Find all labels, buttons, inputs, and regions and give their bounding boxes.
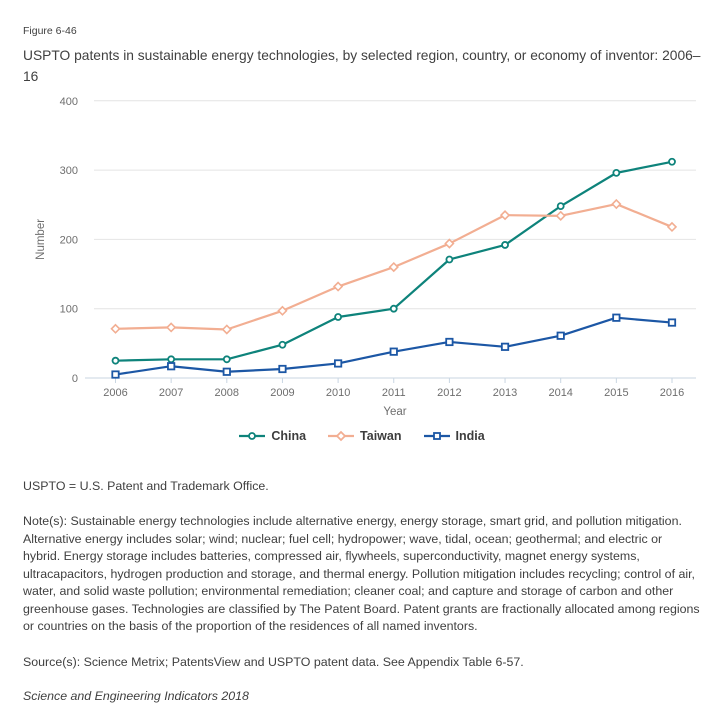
data-point-china-2011	[389, 304, 398, 313]
data-point-china-2007	[167, 355, 176, 364]
data-point-india-2014	[556, 331, 565, 340]
series-line-china	[114, 160, 674, 362]
data-point-taiwan-2009	[277, 305, 288, 316]
x-axis-tick-label: 2014	[548, 387, 572, 399]
x-axis-tick-label: 2007	[159, 387, 183, 399]
x-axis-tick-label: 2013	[493, 387, 517, 399]
data-point-taiwan-2014	[555, 210, 566, 221]
x-axis-tick-label: 2012	[437, 387, 461, 399]
legend-item-china: China	[239, 429, 306, 443]
legend-marker-diamond-icon	[328, 430, 355, 442]
line-chart: 0 100 200 300 400 2006 2007 2008 2009 2010 2011 201…	[0, 88, 724, 420]
data-point-india-2015	[612, 313, 621, 322]
data-point-taiwan-2007	[166, 322, 177, 333]
x-axis-tick-label: 2015	[604, 387, 628, 399]
data-point-taiwan-2011	[388, 261, 399, 273]
legend-item-taiwan: Taiwan	[328, 428, 402, 443]
data-point-india-2016	[667, 318, 677, 327]
series-line-india	[114, 316, 674, 376]
data-point-taiwan-2015	[611, 198, 622, 210]
chart-canvas: 0 100 200 300 400 2006 2007 2008 2009 2010 2011 201…	[35, 96, 696, 418]
data-point-china-2015	[612, 168, 621, 177]
y-axis-tick-label: 400	[60, 96, 78, 108]
data-point-taiwan-2010	[332, 281, 344, 292]
x-axis-tick-label: 2009	[270, 387, 294, 399]
figure-title: USPTO patents in sustainable energy tech…	[23, 48, 701, 84]
notes-paragraph: Note(s): Sustainable energy technologies…	[23, 514, 700, 634]
data-point-taiwan-2013	[499, 209, 511, 221]
data-point-taiwan-2012	[444, 238, 455, 249]
figure-number-label: Figure 6-46	[23, 25, 77, 37]
data-point-india-2009	[278, 364, 287, 374]
data-point-china-2016	[668, 157, 676, 166]
y-axis-tick-label: 300	[60, 165, 78, 177]
y-axis-tick-label: 0	[72, 373, 78, 385]
data-point-india-2006	[111, 370, 120, 379]
data-point-taiwan-2008	[221, 324, 232, 335]
x-axis-tick-label: 2008	[215, 387, 239, 399]
data-point-china-2014	[556, 202, 565, 210]
data-point-india-2008	[222, 367, 231, 376]
data-point-taiwan-2006	[110, 323, 121, 334]
y-axis-title: Number	[35, 219, 47, 260]
data-point-china-2008	[222, 355, 231, 364]
data-point-china-2010	[334, 313, 343, 321]
publication-footer: Science and Engineering Indicators 2018	[23, 689, 249, 704]
legend-marker-square-icon	[423, 432, 450, 440]
data-point-china-2009	[278, 340, 287, 349]
legend-item-india: India	[423, 428, 485, 443]
x-axis-title: Year	[383, 406, 406, 418]
x-axis-tick-label: 2010	[326, 387, 350, 399]
data-point-india-2010	[333, 359, 343, 368]
data-point-india-2012	[445, 337, 454, 347]
data-point-china-2006	[111, 356, 120, 365]
abbreviation-note: USPTO = U.S. Patent and Trademark Office…	[23, 478, 269, 493]
legend-label: China	[271, 428, 307, 443]
y-axis-tick-label: 100	[60, 304, 78, 316]
data-point-india-2007	[167, 362, 176, 371]
y-axis-tick-label: 200	[60, 234, 78, 246]
chart-legend: China Taiwan India	[0, 428, 724, 444]
x-axis-tick-label: 2016	[660, 387, 684, 399]
data-point-india-2011	[389, 347, 398, 356]
source-note: Source(s): Science Metrix; PatentsView a…	[23, 654, 524, 669]
legend-label: Taiwan	[360, 428, 402, 443]
x-axis-tick-label: 2011	[382, 387, 406, 399]
data-point-china-2012	[445, 255, 454, 264]
data-point-india-2013	[500, 342, 510, 351]
legend-label: India	[455, 428, 485, 443]
data-point-china-2013	[501, 240, 509, 249]
data-point-taiwan-2016	[666, 221, 678, 232]
legend-marker-circle-icon	[239, 432, 266, 440]
x-axis-tick-label: 2006	[103, 387, 127, 399]
